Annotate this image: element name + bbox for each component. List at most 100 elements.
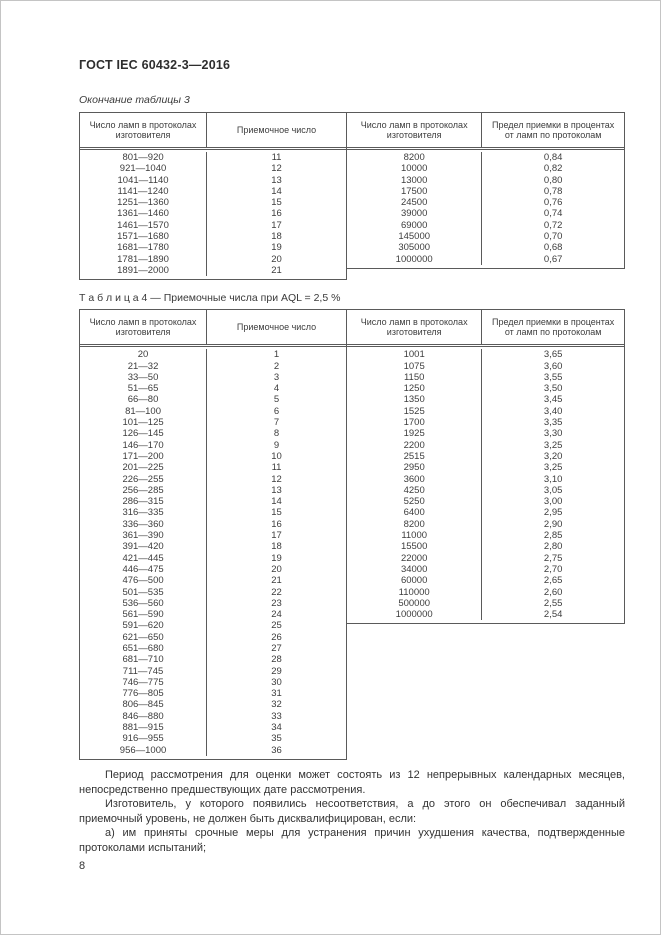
table-cell: 2,90 — [481, 518, 624, 531]
table-cell: 12 — [206, 163, 346, 175]
table4: Число ламп в протоколах изготовителя При… — [79, 309, 625, 760]
table-row: 476—500 21 — [80, 575, 346, 587]
table-cell: 2,55 — [481, 597, 624, 610]
table-row: 145000 0,70 — [347, 231, 624, 243]
table-cell: 1041—1140 — [117, 174, 169, 186]
table4-body-left: 20 1 21—32 2 33—50 3 51—65 4 66—80 5 81—100 6 101—12… — [80, 347, 346, 759]
table-cell: 30 — [206, 676, 346, 689]
table-cell: 10000 — [400, 163, 428, 175]
table-cell: 29 — [206, 665, 346, 677]
table-row: 1925 3,30 — [347, 428, 624, 440]
table-row: 536—560 23 — [80, 597, 346, 610]
table-cell: 17500 — [400, 185, 428, 197]
table-cell: 15 — [206, 507, 346, 519]
table-cell: 3,35 — [481, 417, 624, 429]
table-cell: 3,25 — [481, 462, 624, 474]
table-row: 501—535 22 — [80, 586, 346, 598]
table-cell: 24 — [206, 609, 346, 621]
table-cell: 801—920 — [122, 152, 164, 163]
table-row: 34000 2,70 — [347, 563, 624, 576]
table-row: 1250 3,50 — [347, 383, 624, 395]
table-cell: 145000 — [398, 231, 431, 243]
table-row: 500000 2,55 — [347, 597, 624, 610]
page-content: ГОСТ IEC 60432-3—2016 Окончание таблицы … — [79, 1, 625, 872]
table-cell: 0,82 — [481, 163, 624, 175]
table-row: 305000 0,68 — [347, 242, 624, 254]
table-cell: 3,25 — [481, 439, 624, 451]
column-header: Число ламп в протоколах изготовителя — [89, 316, 197, 338]
table-row: 591—620 25 — [80, 620, 346, 632]
table-cell: 536—560 — [122, 597, 164, 609]
table-cell: 15 — [206, 197, 346, 209]
table-cell: 34 — [206, 722, 346, 734]
table-row: 286—315 14 — [80, 496, 346, 508]
table-cell: 3,55 — [481, 371, 624, 384]
table3: Число ламп в протоколах изготовителя При… — [79, 112, 625, 281]
table-cell: 146—170 — [122, 439, 164, 451]
table-cell: 1571—1680 — [117, 231, 169, 243]
table-row: 806—845 32 — [80, 699, 346, 711]
column-header: Приемочное число — [206, 113, 346, 147]
table-cell: 25 — [206, 620, 346, 632]
table-cell: 3,60 — [481, 360, 624, 372]
table-cell: 561—590 — [122, 609, 164, 621]
column-header: Число ламп в протоколах изготовителя — [360, 119, 468, 141]
table-cell: 2,95 — [481, 507, 624, 519]
table-cell: 11 — [206, 152, 346, 164]
table-cell: 2,80 — [481, 541, 624, 553]
table-row: 956—1000 36 — [80, 744, 346, 756]
table-cell: 0,68 — [481, 242, 624, 254]
table-cell: 0,84 — [481, 152, 624, 164]
table-cell: 3,20 — [481, 450, 624, 463]
table-cell: 286—315 — [122, 496, 164, 508]
table-cell: 1000000 — [395, 253, 433, 265]
table-cell: 1 — [206, 349, 346, 361]
table-row: 776—805 31 — [80, 688, 346, 700]
table-cell: 3,65 — [481, 349, 624, 361]
table-cell: 0,74 — [481, 208, 624, 220]
table-cell: 3,45 — [481, 394, 624, 406]
table-cell: 22000 — [400, 552, 428, 564]
table-cell: 1250 — [403, 383, 425, 395]
table-row: 4250 3,05 — [347, 484, 624, 497]
table-cell: 1141—1240 — [117, 185, 169, 197]
table-cell: 2,65 — [481, 575, 624, 587]
table-cell: 21—32 — [127, 360, 159, 372]
table-row: 69000 0,72 — [347, 219, 624, 232]
table-row: 60000 2,65 — [347, 575, 624, 587]
table-cell: 17 — [206, 219, 346, 232]
table-row: 6400 2,95 — [347, 507, 624, 519]
table-cell: 0,76 — [481, 197, 624, 209]
table-row: 8200 2,90 — [347, 518, 624, 531]
table-cell: 7 — [206, 417, 346, 429]
table-cell: 20 — [206, 253, 346, 265]
table-cell: 746—775 — [122, 676, 164, 688]
table-cell: 33—50 — [127, 371, 159, 383]
table-cell: 1075 — [403, 360, 425, 372]
table-row: 1461—1570 17 — [80, 219, 346, 232]
table-cell: 4250 — [403, 484, 425, 496]
table-row: 1251—1360 15 — [80, 197, 346, 209]
table-row: 2200 3,25 — [347, 439, 624, 451]
table-cell: 34000 — [400, 563, 428, 575]
table-cell: 500000 — [398, 597, 431, 609]
table-row: 101—125 7 — [80, 417, 346, 429]
table-row: 681—710 28 — [80, 654, 346, 666]
table-row: 226—255 12 — [80, 473, 346, 485]
table-cell: 3600 — [403, 473, 425, 485]
table-cell: 956—1000 — [119, 744, 167, 756]
table-cell: 26 — [206, 631, 346, 643]
table-row: 1681—1780 19 — [80, 242, 346, 254]
table-row: 916—955 35 — [80, 733, 346, 745]
table-cell: 0,78 — [481, 185, 624, 198]
table-cell: 13000 — [400, 174, 428, 186]
table-row: 446—475 20 — [80, 563, 346, 576]
table-cell: 8200 — [403, 518, 425, 530]
table-cell: 12 — [206, 473, 346, 485]
table-row: 171—200 10 — [80, 450, 346, 463]
table-cell: 5250 — [403, 496, 425, 508]
table4-right-section: Число ламп в протоколах изготовителя Пре… — [346, 309, 625, 625]
table-cell: 21 — [206, 264, 346, 277]
table-row: 201—225 11 — [80, 462, 346, 474]
table-row: 39000 0,74 — [347, 208, 624, 220]
